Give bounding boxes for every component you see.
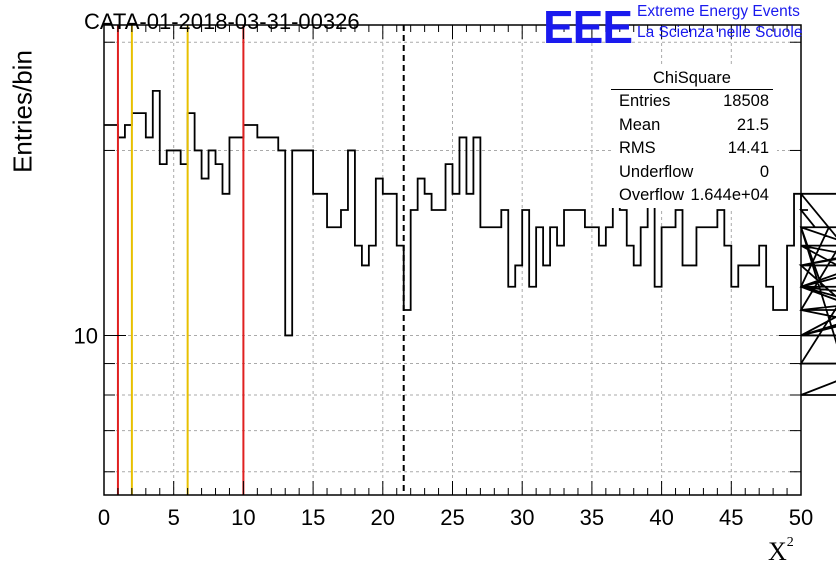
x-tick-label: 35	[580, 505, 604, 530]
stats-row-entries: Entries 18508	[611, 90, 777, 114]
stats-label: RMS	[619, 139, 656, 157]
stats-label: Mean	[619, 115, 661, 134]
stats-value: 0	[759, 162, 769, 181]
stats-row-overflow: Overflow 1.644e+04	[611, 184, 777, 208]
tick-labels: 0 5 10 15 20 25 30 35 40 45 50 10	[74, 323, 814, 530]
x-tick-label: 50	[789, 505, 813, 530]
x-axis-label-text: X	[768, 537, 787, 566]
stats-label: Entries	[619, 92, 671, 110]
stats-row-rms: RMS 14.41	[611, 137, 777, 161]
y-tick-label: 10	[74, 323, 98, 348]
x-tick-label: 25	[440, 505, 464, 530]
histogram-series	[104, 89, 836, 396]
stats-value: 14.41	[727, 139, 769, 157]
x-tick-label: 0	[98, 505, 110, 530]
stats-box: ChiSquare Entries 18508 Mean 21.5 RMS 14.41…	[611, 67, 777, 208]
stats-label: Overflow	[619, 186, 685, 204]
stats-row-underflow: Underflow 0	[611, 161, 777, 185]
stats-value: 1.644e+04	[690, 186, 769, 204]
axis-ticks	[103, 25, 802, 495]
x-tick-label: 15	[301, 505, 325, 530]
stats-value: 18508	[723, 92, 769, 110]
stats-label: Underflow	[619, 162, 694, 181]
chart-title: CATA-01-2018-03-31-00326	[84, 9, 360, 34]
stats-value: 21.5	[736, 115, 769, 134]
x-tick-label: 40	[649, 505, 673, 530]
x-axis-label-superscript: 2	[786, 535, 794, 551]
x-tick-label: 45	[719, 505, 743, 530]
y-axis-label: Entries/bin	[7, 50, 38, 173]
x-tick-label: 30	[510, 505, 534, 530]
x-axis-label: X2	[768, 535, 794, 567]
stats-title: ChiSquare	[611, 67, 773, 90]
eee-logo: EEE	[543, 1, 633, 53]
stats-row-mean: Mean 21.5	[611, 114, 777, 138]
x-tick-label: 20	[371, 505, 395, 530]
x-tick-label: 5	[168, 505, 180, 530]
logo-line-2: La Scienza nelle Scuole	[637, 24, 803, 41]
x-tick-label: 10	[231, 505, 255, 530]
logo-line-1: Extreme Energy Events	[637, 3, 800, 20]
histogram-line	[104, 89, 836, 396]
reference-lines	[116, 25, 405, 495]
